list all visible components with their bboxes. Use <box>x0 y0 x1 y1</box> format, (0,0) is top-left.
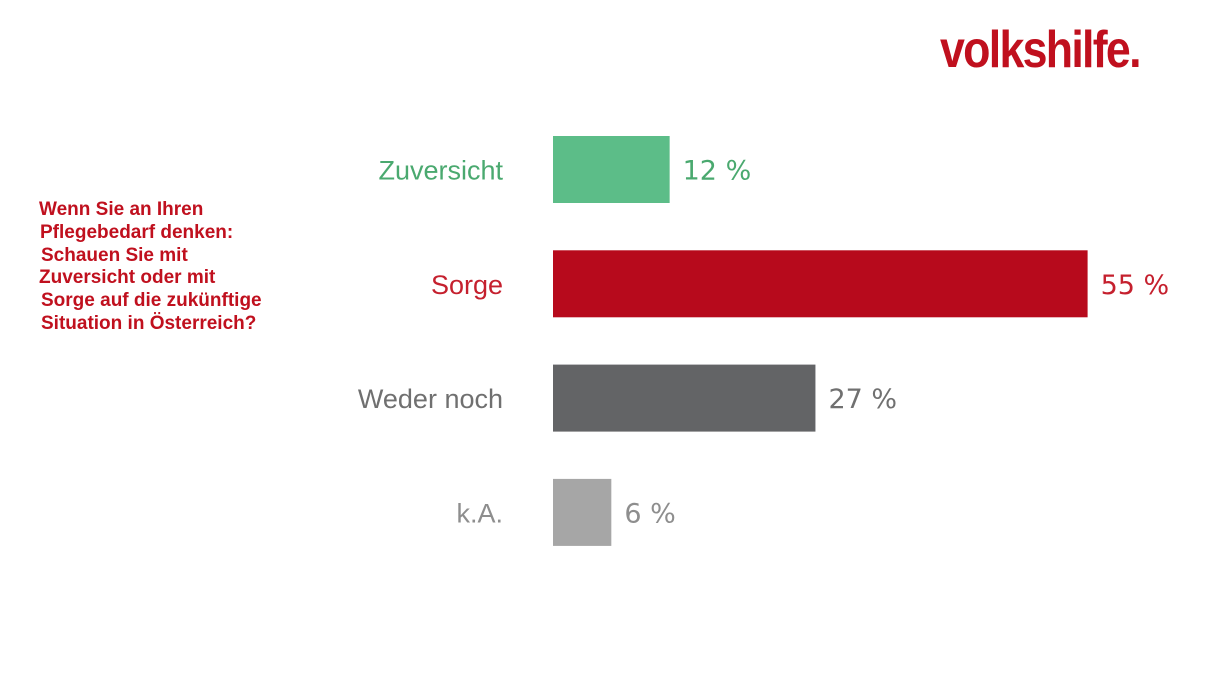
value-label: 12 % <box>683 156 752 187</box>
value-label: 55 % <box>1101 270 1170 301</box>
volkshilfe-logo: volkshilfe. <box>940 21 1142 79</box>
question-line: Pflegebedarf denken: <box>40 221 234 243</box>
bar-2 <box>553 364 816 432</box>
category-label: Sorge <box>431 270 503 300</box>
question-line: Wenn Sie an Ihren <box>39 199 204 220</box>
category-label: k.A. <box>456 498 503 528</box>
category-label: Weder noch <box>358 384 503 414</box>
bar-0 <box>553 136 670 203</box>
bar-1 <box>553 250 1088 318</box>
value-label: 6 % <box>624 498 675 529</box>
value-label: 27 % <box>828 384 897 415</box>
question-line: Sorge auf die zukünftige <box>41 290 262 312</box>
question-line: Situation in Österreich? <box>41 312 257 334</box>
category-label: Zuversicht <box>378 156 503 186</box>
bar-3 <box>553 478 612 546</box>
question-line: Schauen Sie mit <box>41 244 188 266</box>
question-line: Zuversicht oder mit <box>39 267 216 289</box>
survey-question: Wenn Sie an Ihren Pflegebedarf denken: S… <box>39 199 339 336</box>
